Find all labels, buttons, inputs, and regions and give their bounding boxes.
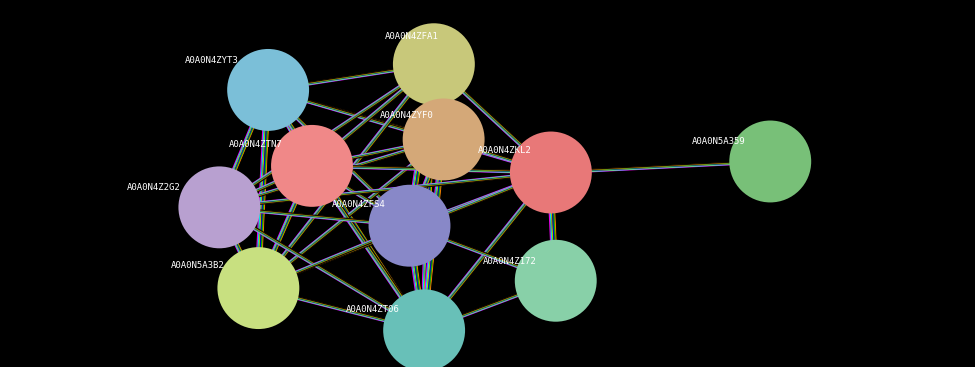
Ellipse shape [271,125,353,207]
Ellipse shape [227,49,309,131]
Ellipse shape [369,185,450,267]
Ellipse shape [515,240,597,322]
Ellipse shape [729,120,811,203]
Text: A0A0N4ZYT3: A0A0N4ZYT3 [185,56,239,65]
Text: A0A0N4Z2G2: A0A0N4Z2G2 [127,183,180,192]
Ellipse shape [393,23,475,105]
Text: A0A0N5A359: A0A0N5A359 [692,137,746,146]
Ellipse shape [403,98,485,181]
Text: A0A0N4Z172: A0A0N4Z172 [483,257,536,266]
Text: A0A0N5A3B2: A0A0N5A3B2 [171,261,224,270]
Text: A0A0N4ZFA1: A0A0N4ZFA1 [385,32,439,41]
Ellipse shape [217,247,299,329]
Text: A0A0N4ZFS4: A0A0N4ZFS4 [332,200,385,209]
Text: A0A0N4ZTN7: A0A0N4ZTN7 [229,140,283,149]
Ellipse shape [178,166,260,248]
Text: A0A0N4ZKL2: A0A0N4ZKL2 [478,146,531,155]
Text: A0A0N4ZT06: A0A0N4ZT06 [346,305,400,314]
Ellipse shape [383,289,465,367]
Ellipse shape [510,131,592,214]
Text: A0A0N4ZYF0: A0A0N4ZYF0 [380,111,434,120]
